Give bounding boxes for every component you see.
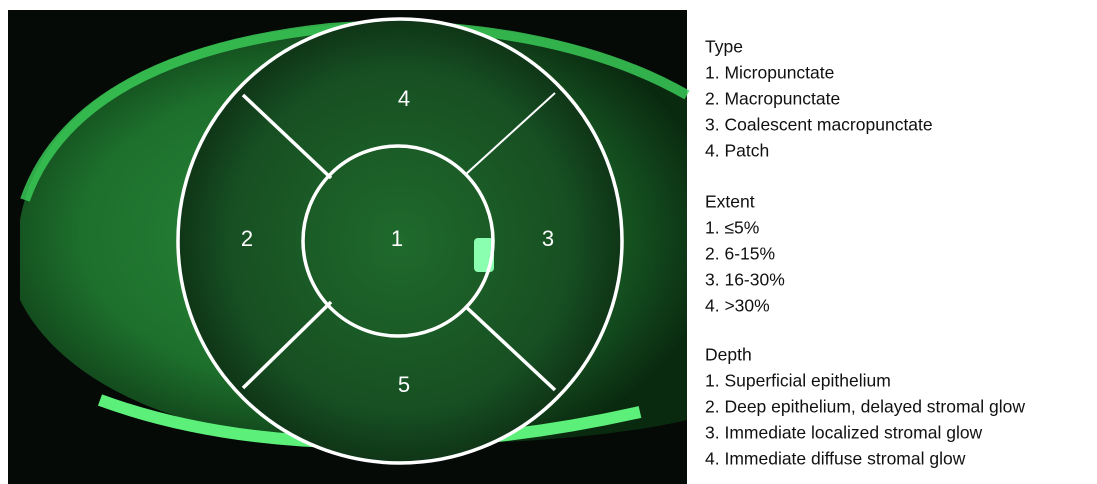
legend-item: 4. Patch (705, 141, 769, 161)
zone-grid (176, 17, 624, 465)
divider (241, 300, 333, 390)
legend-item: 4. >30% (705, 296, 770, 316)
legend-item: 4. Immediate diffuse stromal glow (705, 449, 966, 469)
zone-label: 1 (391, 226, 403, 251)
outer-circle (176, 17, 624, 465)
legend-item: 1. Superficial epithelium (705, 371, 891, 391)
legend-item: 1. Micropunctate (705, 63, 834, 83)
cornea (178, 19, 622, 463)
legend-item: 2. Macropunctate (705, 89, 840, 109)
zone-label: 5 (398, 372, 410, 397)
legend: Type 1. Micropunctate 2. Macropunctate 3. C… (705, 37, 1025, 469)
divider (464, 92, 556, 176)
divider (241, 93, 333, 180)
eye-photo (8, 10, 690, 484)
zone-labels: 4 2 1 3 5 (241, 86, 554, 397)
zone-label: 2 (241, 226, 253, 251)
upper-lid (20, 20, 690, 202)
legend-heading: Type (705, 37, 743, 57)
legend-item: 3. Coalescent macropunctate (705, 115, 933, 135)
legend-item: 2. 6-15% (705, 244, 775, 264)
legend-heading: Extent (705, 192, 755, 212)
inner-circle (301, 144, 495, 338)
zone-label: 3 (542, 226, 554, 251)
zone-label: 4 (398, 86, 410, 111)
legend-item: 3. 16-30% (705, 270, 785, 290)
legend-item: 3. Immediate localized stromal glow (705, 423, 983, 443)
legend-heading: Depth (705, 345, 752, 365)
divider (463, 304, 557, 392)
legend-item: 1. ≤5% (705, 218, 759, 238)
legend-item: 2. Deep epithelium, delayed stromal glow (705, 397, 1025, 417)
